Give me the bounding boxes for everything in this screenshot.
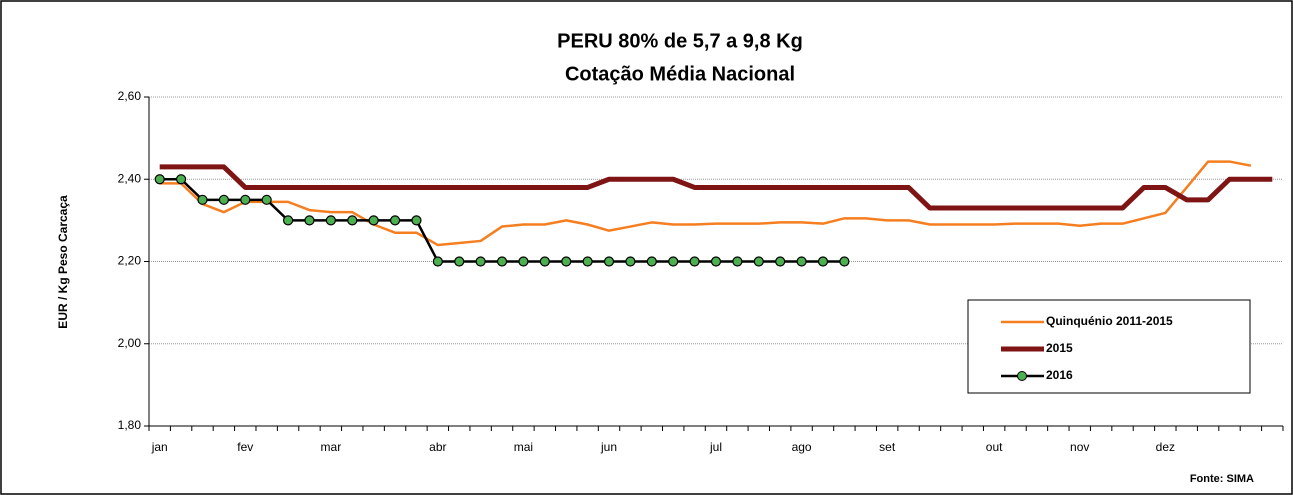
marker	[240, 194, 251, 205]
marker	[817, 256, 829, 267]
marker	[282, 215, 294, 226]
chart-subtitle: Cotação Média Nacional	[565, 63, 795, 85]
x-tick-label: ago	[792, 440, 812, 454]
x-tick-label: mai	[514, 440, 533, 454]
marker	[432, 256, 443, 267]
series-line	[159, 164, 1273, 211]
source: Fonte: SIMA	[1190, 473, 1254, 485]
marker	[732, 256, 743, 267]
y-tick-label: 1,80	[118, 418, 142, 432]
y-tick-label: 2,20	[118, 254, 142, 268]
marker	[668, 256, 679, 267]
marker	[603, 256, 615, 267]
marker	[710, 256, 722, 267]
x-tick-label: out	[986, 440, 1003, 454]
x-tick-label: jul	[709, 440, 722, 454]
marker	[753, 256, 764, 267]
x-tick-label: dez	[1156, 440, 1175, 454]
x-tick-label: mar	[321, 440, 342, 454]
marker	[218, 194, 229, 205]
marker	[175, 174, 187, 185]
x-tick-label: fev	[237, 440, 253, 454]
marker	[518, 256, 529, 267]
marker	[475, 256, 486, 267]
marker	[454, 256, 465, 267]
marker	[796, 256, 807, 267]
marker	[347, 215, 358, 226]
marker	[582, 256, 593, 267]
y-axis-label: EUR / Kg Peso Carcaça	[56, 195, 70, 329]
legend-label: Quinquénio 2011-2015	[1046, 314, 1173, 328]
marker	[411, 215, 422, 226]
marker	[646, 256, 657, 267]
marker	[689, 256, 700, 267]
y-tick-label: 2,60	[118, 89, 142, 103]
marker	[197, 194, 208, 205]
marker	[625, 256, 636, 267]
x-tick-label: abr	[429, 440, 446, 454]
x-tick-label: set	[879, 440, 896, 454]
legend-marker	[1017, 371, 1027, 381]
x-tick-label: jan	[151, 440, 168, 454]
marker	[496, 256, 508, 267]
legend-label: 2015	[1046, 341, 1073, 355]
marker	[775, 256, 786, 267]
series-line	[159, 160, 1252, 247]
marker	[839, 256, 850, 267]
marker	[368, 215, 379, 226]
y-tick-label: 2,40	[118, 171, 142, 185]
marker	[389, 215, 401, 226]
x-tick-label: nov	[1070, 440, 1089, 454]
marker	[304, 215, 315, 226]
x-tick-label: jun	[600, 440, 617, 454]
marker	[539, 256, 550, 267]
marker	[261, 194, 272, 205]
chart-title: PERU 80% de 5,7 a 9,8 Kg	[557, 30, 803, 52]
marker	[325, 215, 336, 226]
marker	[154, 174, 165, 185]
legend-label: 2016	[1046, 368, 1073, 382]
y-tick-label: 2,00	[118, 336, 142, 350]
marker	[561, 256, 572, 267]
